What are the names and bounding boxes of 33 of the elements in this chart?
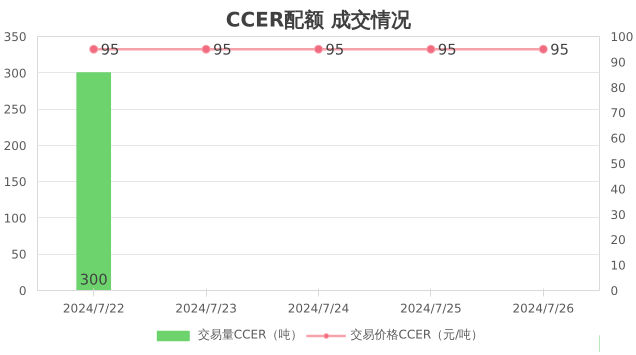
x-tick-label: 2024/7/23 (175, 302, 237, 316)
legend-label: 交易价格CCER（元/吨） (350, 326, 484, 344)
y2-tick-label: 90 (610, 55, 626, 70)
y2-tick-label: 10 (610, 258, 626, 273)
x-tick-label: 2024/7/22 (62, 302, 124, 316)
x-tick-label: 2024/7/25 (400, 302, 462, 316)
y2-tick-label: 80 (610, 80, 626, 95)
y-tick-label: 200 (4, 138, 26, 153)
y-tick-label: 300 (4, 66, 26, 80)
y2-tick-label: 100 (610, 30, 634, 44)
y2-tick-label: 40 (610, 182, 626, 196)
x-tick-label: 2024/7/26 (512, 302, 574, 316)
x-tick-label: 2024/7/24 (288, 302, 350, 316)
data-label: 95 (213, 42, 232, 59)
y2-tick-label: 30 (610, 208, 626, 222)
y-tick-label: 150 (4, 175, 26, 190)
y-tick-label: 350 (4, 30, 26, 44)
y-tick-label: 50 (11, 248, 27, 262)
data-label: 95 (550, 42, 569, 59)
y-tick-label: 100 (4, 211, 26, 226)
data-label: 95 (326, 42, 344, 59)
y-tick-label: 0 (18, 284, 27, 298)
y2-tick-label: 60 (610, 132, 626, 146)
data-label: 300 (80, 272, 108, 288)
data-label: 95 (438, 42, 457, 59)
legend-label: 交易量CCER（吨） (198, 326, 302, 344)
y2-tick-label: 20 (610, 233, 626, 248)
data-label: 95 (100, 42, 120, 59)
y2-tick-label: 0 (610, 284, 618, 298)
y2-tick-label: 70 (610, 106, 626, 120)
chart-title: CCER配额 成交情况 (226, 8, 412, 32)
y-tick-label: 250 (4, 102, 26, 117)
y2-tick-label: 50 (610, 157, 626, 171)
